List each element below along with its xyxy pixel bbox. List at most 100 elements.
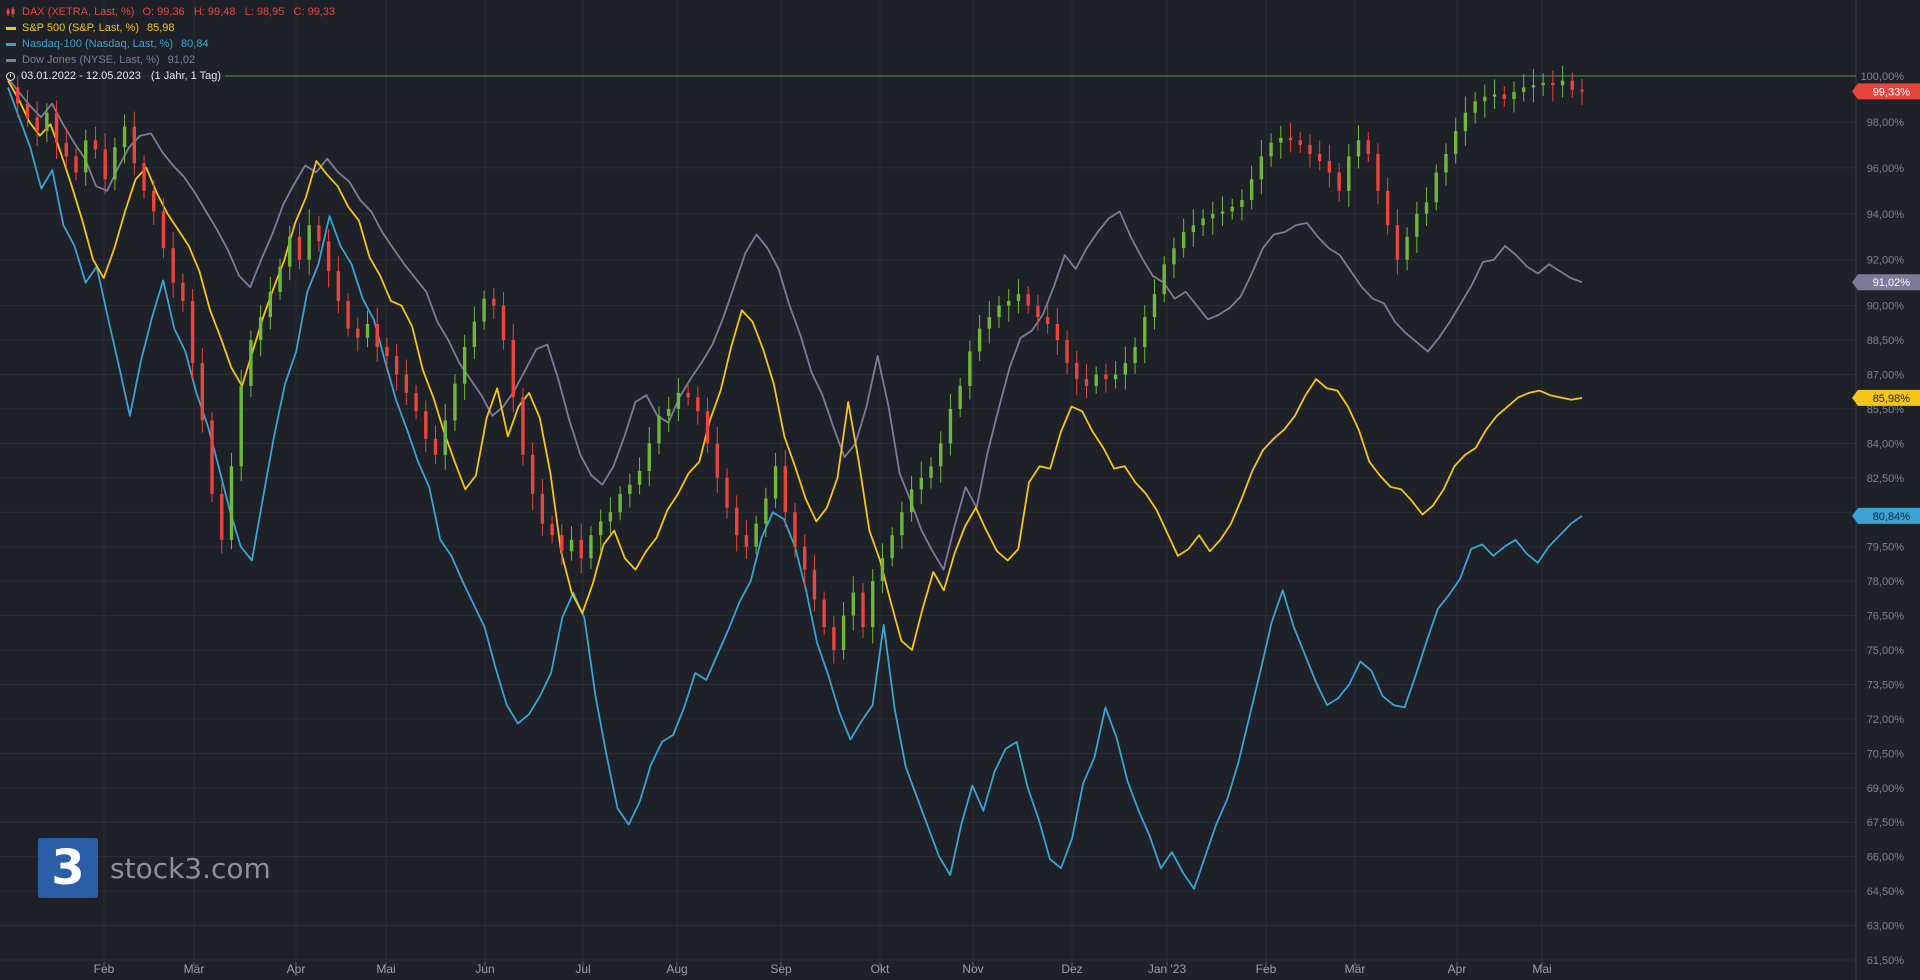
legend-ohlc-dax: O: 99,36 H: 99,48 L: 98,95 C: 99,33 bbox=[142, 6, 336, 18]
price-badges: 99,33% 85,98% 80,84% 91,02% bbox=[1852, 83, 1920, 524]
y-tick-label: 78,00% bbox=[1867, 576, 1905, 588]
candle-body bbox=[16, 87, 20, 104]
candle-body bbox=[1405, 236, 1409, 260]
candle-body bbox=[278, 266, 282, 292]
candle-body bbox=[696, 397, 700, 412]
candle-body bbox=[1444, 154, 1448, 173]
x-tick-label: Okt bbox=[871, 962, 890, 976]
candle-body bbox=[676, 392, 681, 409]
y-tick-label: 96,00% bbox=[1867, 163, 1905, 175]
candle-body bbox=[589, 535, 593, 559]
candle-body bbox=[288, 236, 292, 267]
candle-body bbox=[861, 592, 865, 628]
candle-body bbox=[521, 397, 525, 455]
x-tick-label: Apr bbox=[1448, 962, 1467, 976]
x-tick-label: Dez bbox=[1061, 962, 1082, 976]
candle-body bbox=[880, 558, 885, 582]
candle-body bbox=[773, 466, 778, 499]
candle-body bbox=[657, 415, 661, 444]
candle-body bbox=[103, 149, 107, 180]
candle-body bbox=[1113, 374, 1118, 380]
candle-body bbox=[1036, 305, 1040, 318]
candle-body bbox=[977, 328, 982, 352]
candle-body bbox=[987, 317, 992, 329]
candle-body bbox=[229, 466, 234, 540]
candle-body bbox=[433, 438, 438, 455]
candle-body bbox=[919, 477, 924, 490]
y-tick-label: 82,50% bbox=[1867, 473, 1905, 485]
candle-body bbox=[356, 328, 360, 338]
candle-body bbox=[705, 411, 710, 444]
candle-body bbox=[929, 466, 933, 478]
candle-body bbox=[1288, 137, 1293, 141]
candle-body bbox=[948, 408, 953, 444]
x-tick-label: Mär bbox=[184, 962, 205, 976]
y-tick-label: 63,00% bbox=[1867, 921, 1905, 933]
candle-body bbox=[1191, 225, 1196, 233]
candle-body bbox=[997, 305, 1001, 318]
candle-body bbox=[647, 443, 651, 471]
legend-row-dax[interactable]: DAX (XETRA, Last, %) O: 99,36 H: 99,48 L… bbox=[6, 4, 335, 20]
y-tick-label: 76,50% bbox=[1867, 611, 1905, 623]
candle-body bbox=[1502, 94, 1506, 99]
x-tick-label: Jan '23 bbox=[1148, 962, 1187, 976]
candle-body bbox=[404, 374, 409, 393]
candle-body bbox=[1240, 199, 1244, 207]
y-tick-label: 88,50% bbox=[1867, 335, 1905, 347]
legend-label-nasdaq: Nasdaq-100 (Nasdaq, Last, %) bbox=[22, 38, 174, 50]
candle-body bbox=[1230, 206, 1234, 212]
candle-body bbox=[530, 454, 535, 494]
date-range[interactable]: 03.01.2022 - 12.05.2023 (1 Jahr, 1 Tag) bbox=[6, 68, 335, 84]
candle-body bbox=[1298, 140, 1302, 145]
y-tick-label: 73,50% bbox=[1867, 679, 1905, 691]
legend-value-nasdaq: 80,84 bbox=[181, 38, 209, 50]
candle-body bbox=[1551, 82, 1555, 86]
candle-body bbox=[550, 523, 554, 536]
y-tick-label: 87,00% bbox=[1867, 369, 1905, 381]
candle-body bbox=[666, 408, 671, 416]
x-tick-label: Jun bbox=[475, 962, 494, 976]
candle-body bbox=[152, 190, 156, 212]
candle-body bbox=[181, 282, 185, 302]
legend-row-dow[interactable]: Dow Jones (NYSE, Last, %) 91,02 bbox=[6, 52, 335, 68]
candle-body bbox=[1045, 317, 1050, 324]
y-tick-label: 70,50% bbox=[1867, 748, 1905, 760]
candle-body bbox=[540, 493, 545, 524]
legend-label-sp500: S&P 500 (S&P, Last, %) bbox=[22, 22, 139, 34]
candle-body bbox=[424, 411, 428, 439]
candle-body bbox=[462, 346, 467, 384]
candle-body bbox=[220, 493, 224, 540]
candle-body bbox=[74, 156, 78, 173]
candle-body bbox=[1201, 218, 1205, 226]
candle-body bbox=[1317, 154, 1322, 161]
candle-body bbox=[317, 225, 321, 242]
y-tick-label: 67,50% bbox=[1867, 817, 1905, 829]
candle-body bbox=[1094, 374, 1098, 386]
legend-row-nasdaq[interactable]: Nasdaq-100 (Nasdaq, Last, %) 80,84 bbox=[6, 36, 335, 52]
candle-body bbox=[414, 392, 418, 412]
candle-body bbox=[1279, 137, 1283, 143]
legend-row-sp500[interactable]: S&P 500 (S&P, Last, %) 85,98 bbox=[6, 20, 335, 36]
candle-body bbox=[1181, 232, 1186, 249]
candle-body bbox=[1152, 294, 1157, 318]
y-tick-label: 61,50% bbox=[1867, 955, 1905, 967]
candle-body bbox=[1356, 140, 1361, 157]
candle-body bbox=[1366, 140, 1370, 155]
y-tick-label: 94,00% bbox=[1867, 209, 1905, 221]
candle-body bbox=[1143, 317, 1147, 347]
candle-body bbox=[1434, 172, 1438, 203]
date-range-text: 03.01.2022 - 12.05.2023 bbox=[21, 70, 141, 82]
candle-body bbox=[25, 103, 30, 118]
date-range-resolution: (1 Jahr, 1 Tag) bbox=[150, 70, 222, 82]
x-tick-label: Feb bbox=[94, 962, 115, 976]
candle-body bbox=[1337, 172, 1341, 191]
y-tick-label: 72,00% bbox=[1867, 714, 1905, 726]
candle-body bbox=[1249, 179, 1254, 200]
candle-body bbox=[511, 340, 515, 398]
price-badge-label: 99,33% bbox=[1873, 86, 1911, 98]
candle-body bbox=[326, 241, 331, 272]
clock-icon bbox=[6, 71, 15, 81]
candle-body bbox=[1172, 248, 1176, 265]
sp500-swatch bbox=[6, 26, 16, 30]
